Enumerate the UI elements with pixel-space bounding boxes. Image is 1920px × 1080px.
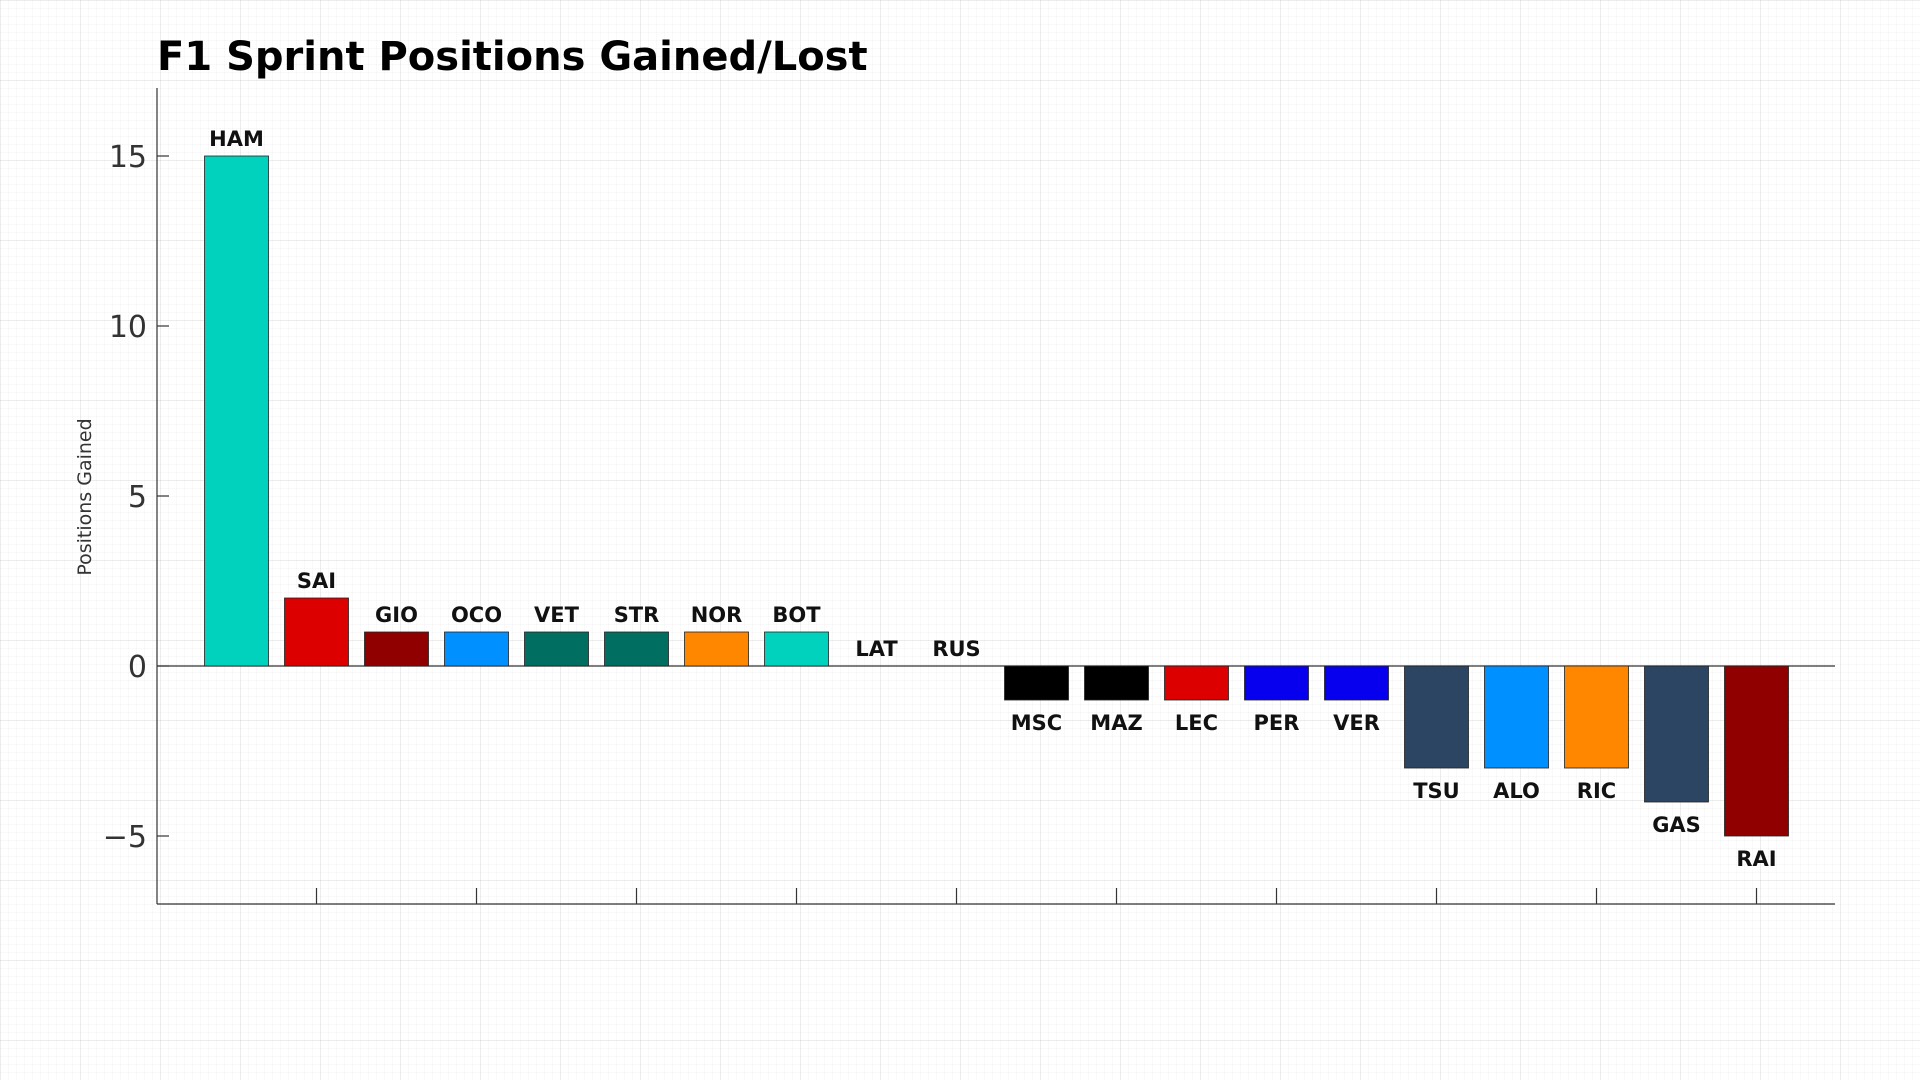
bar-label-msc: MSC <box>1011 711 1062 735</box>
bar-label-per: PER <box>1254 711 1300 735</box>
bar-per <box>1244 665 1309 701</box>
y-tick-label: 0 <box>128 650 147 685</box>
bar-label-alo: ALO <box>1493 779 1540 803</box>
chart-title: F1 Sprint Positions Gained/Lost <box>157 34 868 80</box>
bar-label-lat: LAT <box>855 637 898 661</box>
bar-msc <box>1004 665 1069 701</box>
bar-gio <box>364 631 429 667</box>
bar-labels: HAM SAI GIO OCO VET STR NOR BOT LAT RUS MSC MAZ LEC P… <box>209 127 1776 871</box>
bar-ver <box>1324 665 1389 701</box>
bar-label-ham: HAM <box>209 127 264 151</box>
bar-label-rus: RUS <box>932 637 980 661</box>
bar-ham <box>204 155 269 667</box>
bar-label-nor: NOR <box>691 603 743 627</box>
bar-ric <box>1564 665 1629 769</box>
bar-maz <box>1084 665 1149 701</box>
bar-label-rai: RAI <box>1736 847 1776 871</box>
y-tick-label: 5 <box>128 480 147 515</box>
bar-vet <box>524 631 589 667</box>
bar-label-gio: GIO <box>375 603 418 627</box>
bar-label-maz: MAZ <box>1090 711 1142 735</box>
bar-label-oco: OCO <box>451 603 502 627</box>
bar-sai <box>284 597 349 667</box>
y-axis-label: Positions Gained <box>74 418 96 575</box>
axes: −5 0 5 10 15 <box>103 88 1835 905</box>
bar-str <box>604 631 669 667</box>
bar-bot <box>764 631 829 667</box>
bar-label-lec: LEC <box>1175 711 1218 735</box>
y-tick-label: 15 <box>109 140 147 175</box>
bar-label-gas: GAS <box>1652 813 1701 837</box>
bar-tsu <box>1404 665 1469 769</box>
bar-oco <box>444 631 509 667</box>
y-tick-label: −5 <box>103 820 147 855</box>
bar-rai <box>1724 665 1789 837</box>
bar-alo <box>1484 665 1549 769</box>
bars <box>204 155 1789 837</box>
bar-label-ric: RIC <box>1577 779 1616 803</box>
y-tick-label: 10 <box>109 310 147 345</box>
bar-label-ver: VER <box>1333 711 1380 735</box>
bar-label-sai: SAI <box>297 569 336 593</box>
bar-lec <box>1164 665 1229 701</box>
bar-gas <box>1644 665 1709 803</box>
bar-label-bot: BOT <box>772 603 821 627</box>
bar-label-tsu: TSU <box>1413 779 1460 803</box>
bar-label-vet: VET <box>534 603 580 627</box>
bar-nor <box>684 631 749 667</box>
bar-label-str: STR <box>614 603 660 627</box>
